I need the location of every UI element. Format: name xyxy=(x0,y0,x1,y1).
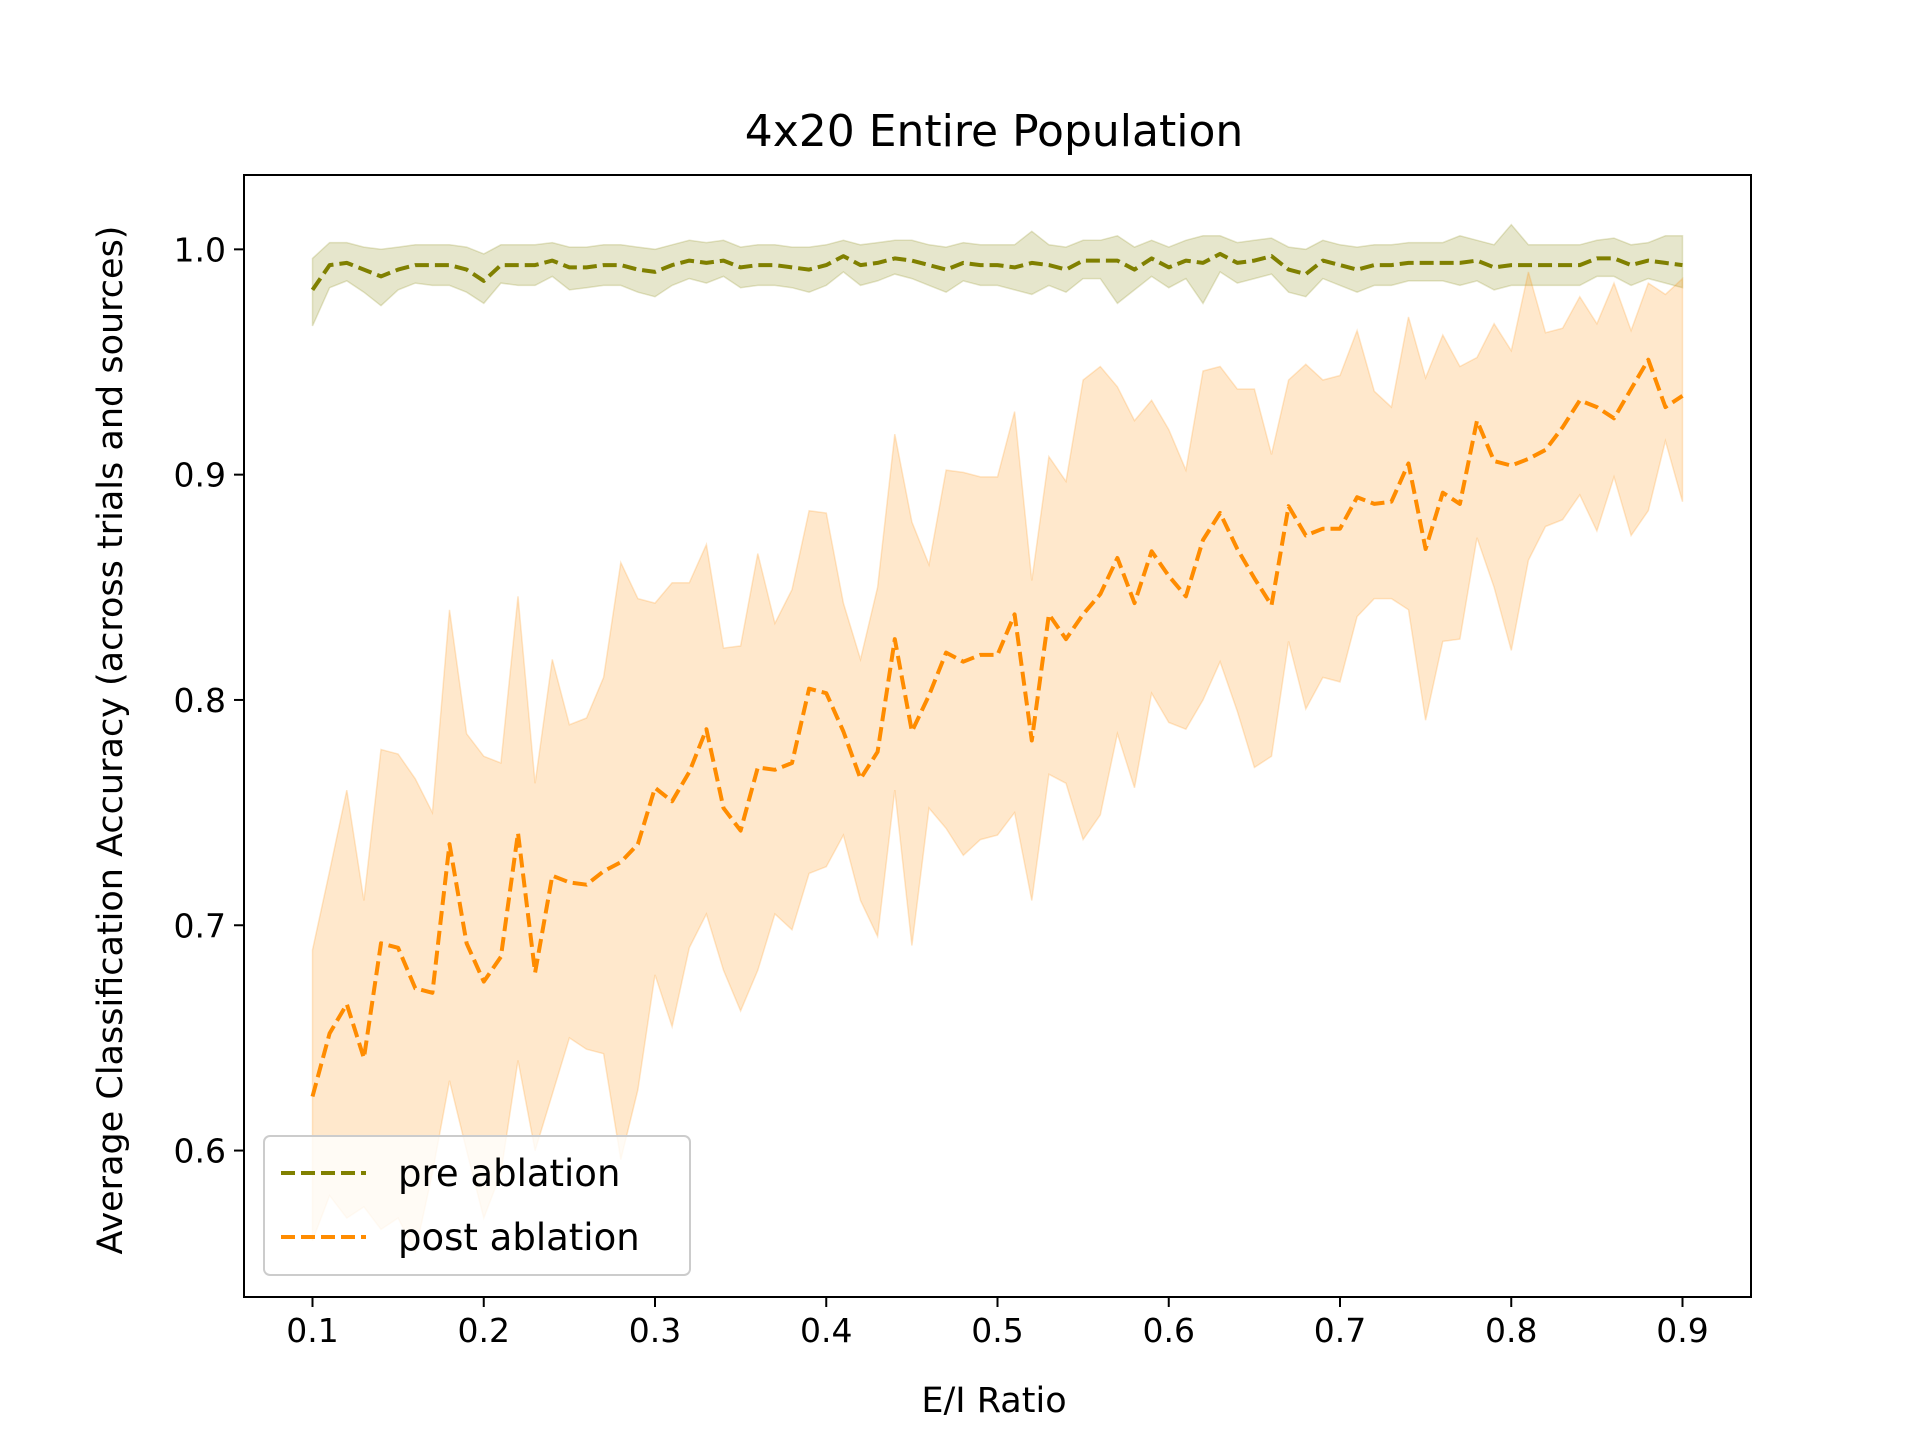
x-tick-label: 0.2 xyxy=(458,1311,510,1350)
y-tick-label: 0.7 xyxy=(174,906,226,945)
band-post-ablation xyxy=(311,271,1684,1255)
y-tick-label: 1.0 xyxy=(174,230,226,269)
x-tick-label: 0.5 xyxy=(971,1311,1023,1350)
x-tick-label: 0.7 xyxy=(1314,1311,1366,1350)
y-tick-label: 0.9 xyxy=(174,456,226,495)
series-lines xyxy=(310,251,1684,1098)
y-axis-ticks: 0.6 0.7 0.8 0.9 1.0 xyxy=(174,230,244,1171)
line-pre-ablation xyxy=(310,251,1683,292)
x-tick-label: 0.3 xyxy=(629,1311,681,1350)
x-tick-label: 0.1 xyxy=(286,1311,338,1350)
legend-label-pre-ablation: pre ablation xyxy=(398,1152,620,1195)
legend: pre ablation post ablation xyxy=(263,1135,691,1276)
x-axis-ticks: 0.1 0.2 0.3 0.4 0.5 0.6 0.7 0.8 0.9 xyxy=(286,1297,1709,1350)
y-tick-label: 0.6 xyxy=(174,1132,226,1171)
y-tick-label: 0.8 xyxy=(174,681,226,720)
x-tick-label: 0.6 xyxy=(1143,1311,1195,1350)
x-tick-label: 0.8 xyxy=(1485,1311,1537,1350)
line-post-ablation xyxy=(310,357,1684,1098)
x-tick-label: 0.9 xyxy=(1656,1311,1708,1350)
x-tick-label: 0.4 xyxy=(800,1311,852,1350)
band-pre-ablation xyxy=(311,223,1684,327)
x-axis-label: E/I Ratio xyxy=(921,1381,1066,1421)
legend-label-post-ablation: post ablation xyxy=(398,1216,640,1259)
y-axis-label: Average Classification Accuracy (across … xyxy=(91,226,131,1255)
chart-title: 4x20 Entire Population xyxy=(745,106,1244,157)
confidence-bands xyxy=(311,223,1684,1255)
legend-box xyxy=(263,1135,691,1276)
